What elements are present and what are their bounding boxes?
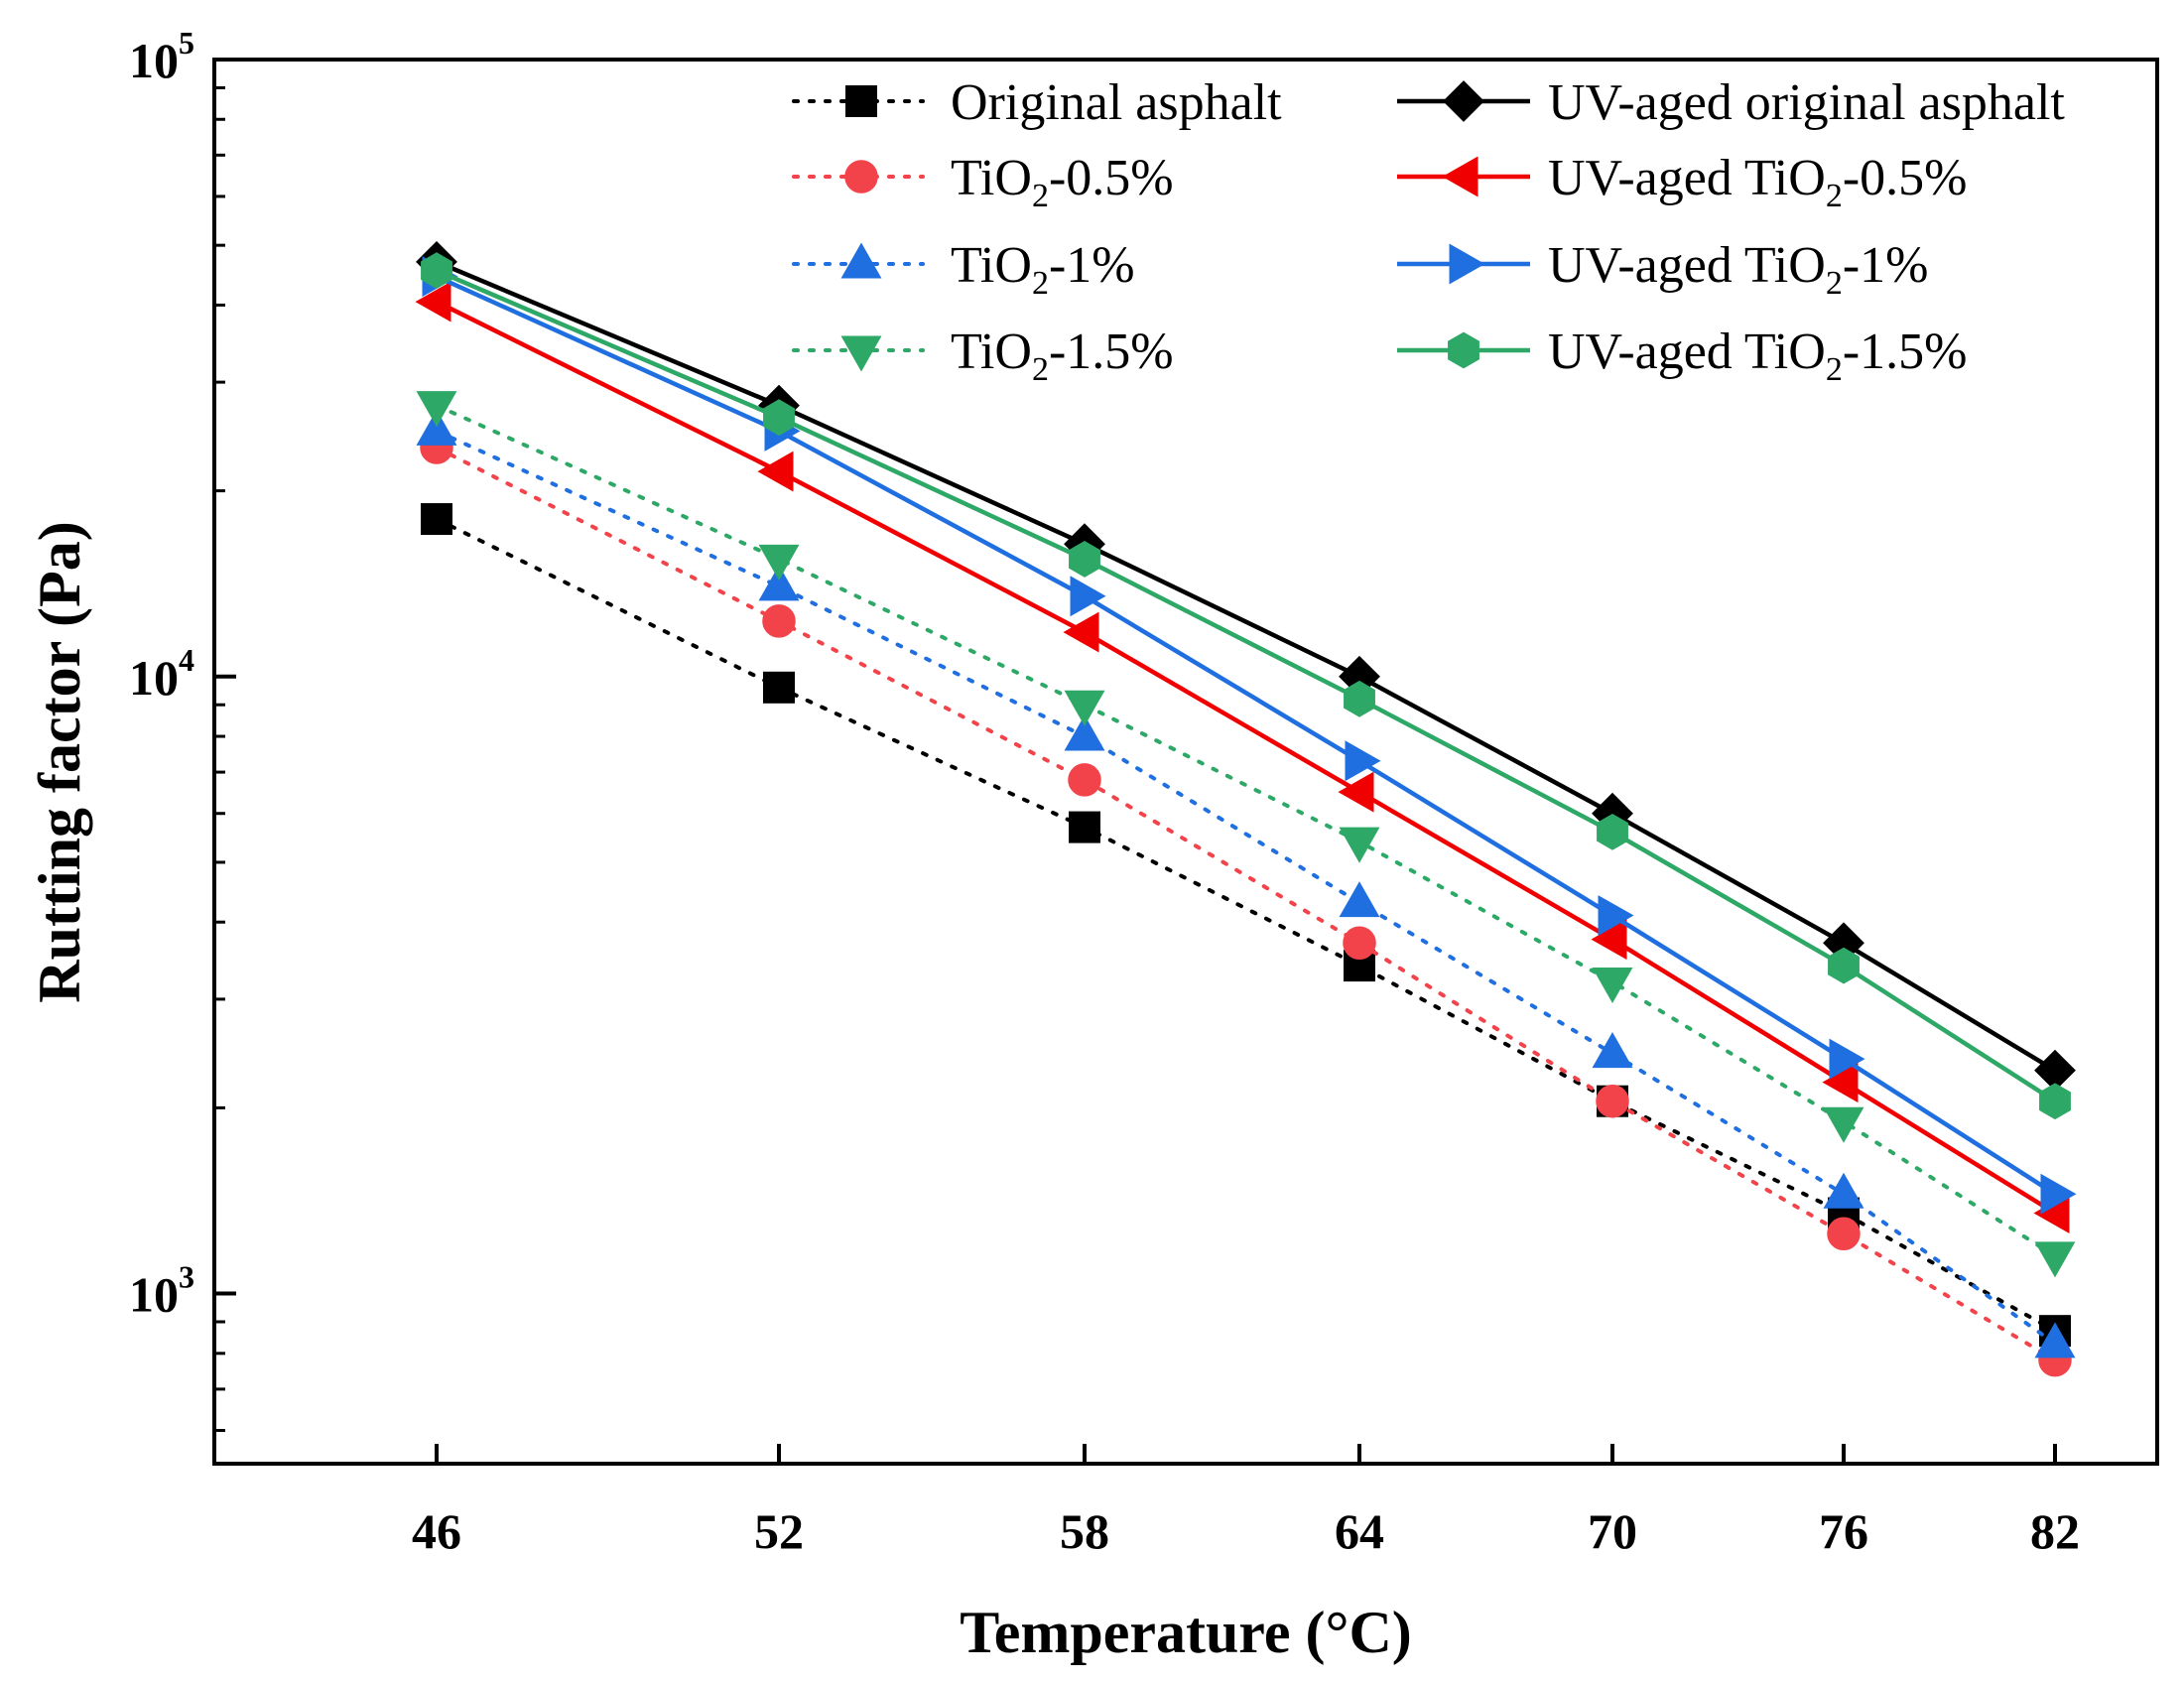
x-axis-title: Temperature (°C) (960, 1600, 1412, 1665)
series-uv-aged-tio2-1-5 (421, 252, 2071, 1120)
data-point-76 (1829, 1038, 1865, 1080)
data-point-76 (1823, 1172, 1864, 1209)
legend-label: UV-aged TiO2-1.5% (1548, 323, 1967, 388)
legend-label: TiO2-1.5% (951, 323, 1174, 388)
data-point-76 (1827, 1217, 1861, 1251)
data-point-58 (1064, 690, 1105, 726)
x-tick-label: 82 (2030, 1503, 2080, 1559)
legend-marker (840, 242, 882, 279)
series-tio2-1-5 (416, 391, 2076, 1278)
legend-label: UV-aged TiO2-1% (1548, 237, 1928, 302)
legend-label: Original asphalt (951, 74, 1282, 131)
legend: Original asphalt TiO2-0.5% TiO2-1% TiO2-1.5… (792, 74, 2065, 388)
data-point-58 (1069, 811, 1100, 843)
legend-item-uv-aged-tio2-1-5: UV-aged TiO2-1.5% (1397, 323, 1967, 388)
series-line (435, 446, 2057, 1362)
series-tio2-0-5 (420, 431, 2072, 1377)
data-point-52 (763, 399, 795, 437)
data-point-76 (1828, 947, 1860, 984)
data-point-70 (1592, 967, 1633, 1003)
plot-frame (212, 58, 2159, 1466)
series-line (436, 268, 2057, 1103)
data-point-82 (2039, 1083, 2071, 1120)
legend-marker (1442, 156, 1478, 197)
data-point-64 (1339, 827, 1380, 863)
data-point-52 (758, 565, 800, 601)
series-line (435, 429, 2057, 1346)
legend-item-original-asphalt: Original asphalt (792, 74, 1282, 131)
axis-ticks: 46 52 58 64 70 76 82 103 104 105 (129, 25, 2080, 1559)
data-point-82 (2034, 1322, 2076, 1359)
series-tio2-1 (416, 409, 2076, 1359)
legend-marker (1443, 80, 1484, 122)
x-tick-label: 58 (1060, 1503, 1109, 1559)
x-tick-label: 46 (412, 1503, 461, 1559)
data-point-76 (1823, 1106, 1864, 1143)
data-point-58 (1064, 714, 1105, 751)
data-point-82 (2040, 1173, 2077, 1215)
legend-item-uv-aged-tio2-1: UV-aged TiO2-1% (1397, 237, 1928, 302)
y-tick-exponent: 3 (179, 1259, 194, 1295)
legend-item-uv-aged-original-asphalt: UV-aged original asphalt (1397, 74, 2065, 131)
legend-label: TiO2-1% (951, 237, 1135, 302)
series-line (436, 300, 2057, 1216)
data-point-70 (1591, 919, 1627, 961)
y-axis-title: Rutting factor (Pa) (27, 521, 92, 1002)
data-point-64 (1343, 926, 1376, 961)
data-point-70 (1597, 813, 1628, 850)
x-tick-label: 76 (1819, 1503, 1868, 1559)
legend-marker (840, 335, 882, 372)
series-line (435, 403, 2057, 1258)
legend-label: UV-aged TiO2-0.5% (1548, 150, 1967, 214)
legend-item-tio2-1-5: TiO2-1.5% (792, 323, 1174, 388)
data-point-46 (415, 281, 451, 323)
data-point-76 (1822, 1062, 1859, 1103)
x-tick-label: 70 (1588, 1503, 1637, 1559)
data-point-64 (1339, 881, 1380, 918)
data-point-82 (2034, 1241, 2076, 1278)
data-point-46 (416, 391, 457, 428)
legend-marker (844, 160, 878, 194)
data-point-58 (1070, 576, 1106, 617)
y-tick-label: 104 (129, 642, 194, 706)
legend-item-tio2-0-5: TiO2-0.5% (792, 150, 1174, 214)
data-point-64 (1338, 771, 1374, 813)
data-point-70 (1596, 1084, 1629, 1118)
data-point-46 (421, 252, 452, 290)
series-layer (415, 240, 2077, 1377)
data-point-70 (1598, 895, 1634, 937)
legend-marker (1448, 331, 1479, 369)
legend-item-uv-aged-tio2-0-5: UV-aged TiO2-0.5% (1397, 150, 1967, 214)
y-tick-label: 103 (129, 1259, 194, 1323)
data-point-64 (1345, 740, 1381, 782)
legend-label: TiO2-0.5% (951, 150, 1174, 214)
data-point-70 (1592, 1032, 1633, 1069)
y-tick-label: 105 (129, 25, 194, 88)
x-tick-label: 64 (1335, 1503, 1384, 1559)
legend-item-tio2-1: TiO2-1% (792, 237, 1135, 302)
data-point-58 (1068, 763, 1101, 797)
data-point-46 (416, 409, 457, 446)
series-line (436, 274, 2057, 1197)
y-tick-exponent: 5 (179, 25, 194, 61)
data-point-52 (757, 451, 794, 492)
series-uv-aged-tio2-0-5 (415, 281, 2070, 1233)
x-tick-label: 52 (754, 1503, 804, 1559)
data-point-52 (763, 671, 795, 704)
legend-marker (845, 85, 877, 117)
data-point-58 (1063, 611, 1099, 653)
data-point-46 (421, 503, 452, 536)
legend-label: UV-aged original asphalt (1548, 74, 2065, 131)
y-tick-exponent: 4 (179, 642, 194, 678)
data-point-52 (762, 604, 796, 638)
data-point-64 (1344, 680, 1375, 717)
data-point-58 (1069, 541, 1100, 578)
data-point-52 (758, 544, 800, 581)
legend-marker (1449, 243, 1485, 285)
